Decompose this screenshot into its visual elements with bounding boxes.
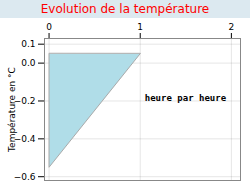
html-text:Evolution de la température: Evolution de la température [40,2,210,16]
svg-text:−0.4: −0.4 [14,134,36,144]
svg-text:2: 2 [229,22,235,32]
svg-text:heure par heure: heure par heure [145,93,227,103]
svg-text:0: 0 [46,22,52,32]
svg-text:Température en °C: Température en °C [7,67,17,153]
svg-text:−0.2: −0.2 [14,96,36,106]
svg-text:−0.6: −0.6 [14,172,36,182]
svg-text:1: 1 [137,22,143,32]
svg-text:0.1: 0.1 [21,39,35,49]
svg-text:0.0: 0.0 [21,58,36,68]
